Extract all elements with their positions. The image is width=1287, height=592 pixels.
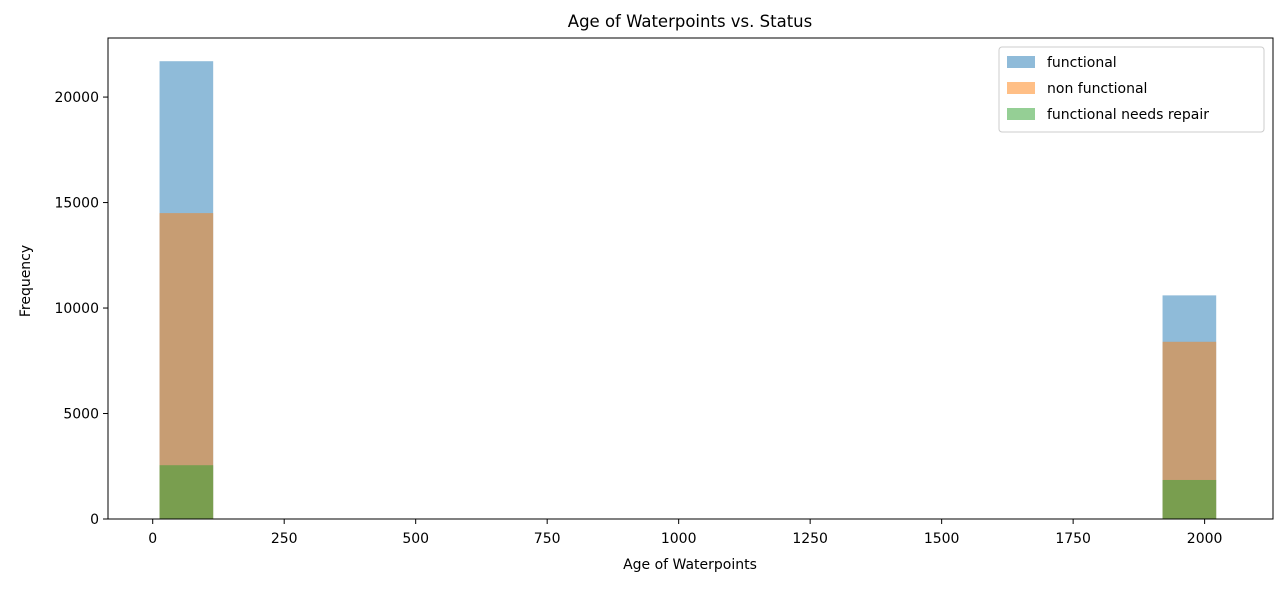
x-tick-label: 0 (148, 531, 157, 547)
y-tick-label: 15000 (54, 196, 99, 212)
y-axis: 0 5000 10000 15000 20000 (54, 90, 108, 528)
x-tick-label: 2000 (1187, 531, 1223, 547)
legend-box (998, 46, 1265, 133)
y-tick-label: 10000 (54, 301, 99, 317)
legend: functional non functional functional needs… (998, 46, 1265, 133)
y-tick-label: 5000 (63, 407, 99, 423)
y-tick-label: 0 (90, 512, 99, 528)
x-tick-label: 1750 (1055, 531, 1091, 547)
x-axis-title: Age of Waterpoints (623, 557, 757, 573)
x-axis: 0 250 500 750 1000 1250 1500 1750 2000 (148, 519, 1222, 547)
legend-label-functional-needs-repair: functional needs repair (1047, 107, 1209, 123)
plot-frame (107, 37, 1274, 520)
x-tick-label: 250 (271, 531, 298, 547)
bar-functional-needs-repair-bin-2 (1162, 479, 1217, 519)
x-tick-label: 1000 (661, 531, 697, 547)
y-tick-label: 20000 (54, 90, 99, 106)
bar-functional-needs-repair-bin-1 (159, 465, 214, 519)
x-tick-label: 1250 (792, 531, 828, 547)
legend-label-non-functional: non functional (1047, 81, 1147, 97)
legend-swatch-non-functional (1007, 82, 1035, 94)
legend-swatch-functional-needs-repair (1007, 108, 1035, 120)
x-tick-label: 500 (402, 531, 429, 547)
x-tick-label: 1500 (924, 531, 960, 547)
chart-title: Age of Waterpoints vs. Status (568, 12, 812, 31)
x-tick-label: 750 (534, 531, 561, 547)
legend-swatch-functional (1007, 56, 1035, 68)
bars-layer (159, 61, 1217, 519)
legend-label-functional: functional (1047, 55, 1117, 71)
y-axis-title: Frequency (18, 245, 34, 317)
